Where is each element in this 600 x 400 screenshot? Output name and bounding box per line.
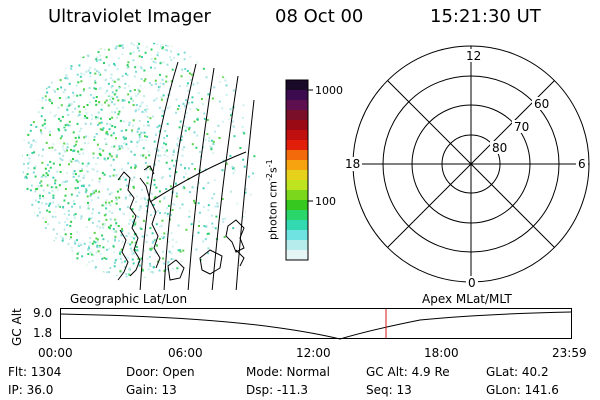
colorbar-segment [286, 150, 308, 161]
info-door: Door: Open [126, 365, 195, 379]
info-glon: GLon: 141.6 [486, 383, 559, 397]
polar-mlt-plot: 12 18 6 0 60 70 80 [342, 45, 590, 290]
timeline-left-title: Geographic Lat/Lon [70, 292, 188, 306]
geo-grid-overlay [139, 61, 255, 290]
colorbar-segment [286, 90, 308, 101]
info-gcalt: GC Alt: 4.9 Re [366, 365, 450, 379]
timeline-xtick-0000: 00:00 [38, 346, 73, 360]
mlt-label-12: 12 [466, 49, 481, 63]
timeline-ytick-9: 9.0 [33, 306, 53, 320]
timeline-ylabel: GC Alt [10, 308, 24, 346]
timeline-right-title: Apex MLat/MLT [422, 292, 512, 306]
colorbar-segment [286, 140, 308, 151]
mlt-label-18: 18 [345, 157, 360, 171]
colorbar-segment [286, 210, 308, 221]
colorbar-segment [286, 120, 308, 131]
info-ip: IP: 36.0 [8, 383, 54, 397]
colorbar-segment [286, 180, 308, 191]
colorbar-label: photon cm-2s-1 [265, 159, 280, 240]
polar-spokes [353, 46, 589, 282]
colorbar-segment [286, 230, 308, 241]
colorbar-segment [286, 160, 308, 171]
colorbar-segment [286, 100, 308, 111]
uv-image-panel [22, 42, 258, 290]
colorbar-segment [286, 240, 308, 251]
instrument-title: Ultraviolet Imager [48, 6, 211, 27]
info-mode: Mode: Normal [246, 365, 330, 379]
timeline-xtick-1800: 18:00 [424, 346, 459, 360]
time-label: 15:21:30 UT [430, 6, 541, 27]
colorbar-segment [286, 190, 308, 201]
colorbar-segment [286, 130, 308, 141]
lat-label-80: 80 [492, 141, 507, 155]
colorbar-segment [286, 170, 308, 181]
timeline-xtick-2359: 23:59 [552, 346, 587, 360]
colorbar-segment [286, 220, 308, 231]
mlt-label-6: 6 [578, 157, 586, 171]
timeline-plot [60, 308, 572, 340]
mlt-label-0: 0 [468, 276, 476, 290]
lat-label-60: 60 [534, 97, 549, 111]
colorbar-segment [286, 200, 308, 211]
date-label: 08 Oct 00 [275, 6, 364, 27]
colorbar-segment [286, 110, 308, 121]
timeline-xtick-1200: 12:00 [296, 346, 331, 360]
colorbar-tick-100: 100 [315, 195, 336, 208]
color-bar: 1000 100 [285, 79, 343, 261]
info-seq: Seq: 13 [366, 383, 412, 397]
info-flt: Flt: 1304 [8, 365, 62, 379]
info-glat: GLat: 40.2 [486, 365, 549, 379]
colorbar-tick-1000: 1000 [315, 84, 343, 97]
lat-label-70: 70 [514, 120, 529, 134]
timeline-xtick-0600: 06:00 [168, 346, 203, 360]
timeline-ytick-1-8: 1.8 [33, 326, 53, 340]
colorbar-segment [286, 250, 308, 261]
info-gain: Gain: 13 [126, 383, 177, 397]
altitude-curve [60, 311, 572, 340]
colorbar-segment [286, 80, 308, 91]
info-dsp: Dsp: -11.3 [246, 383, 309, 397]
coastline-overlay [117, 165, 245, 281]
